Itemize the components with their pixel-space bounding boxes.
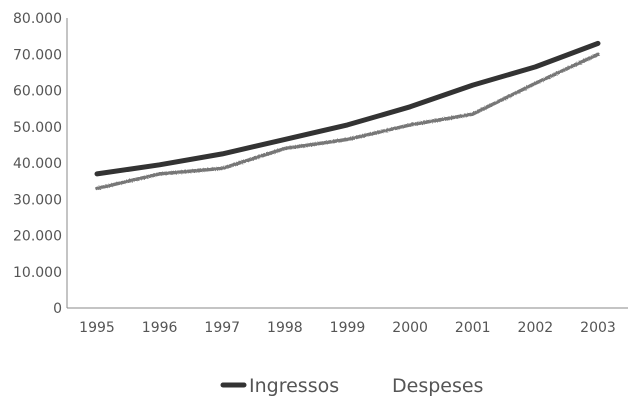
x-tick-label: 1997 (204, 320, 240, 336)
x-tick-label: 2000 (392, 320, 428, 336)
legend: Ingressos Despeses (220, 375, 483, 397)
legend-label-ingressos: Ingressos (249, 375, 339, 397)
y-tick-label: 50.000 (13, 120, 62, 136)
axes: 0 10.000 20.000 30.000 40.000 50.000 60.000 70.… (13, 11, 628, 336)
y-tick-label: 0 (53, 301, 62, 317)
legend-label-despeses: Despeses (392, 375, 483, 397)
y-tick-label: 30.000 (13, 192, 62, 208)
x-tick-label: 2002 (518, 320, 554, 336)
y-tick-label: 80.000 (13, 11, 62, 27)
y-tick-label: 20.000 (13, 229, 62, 245)
y-tick-label: 70.000 (13, 47, 62, 63)
x-tick-label: 1996 (142, 320, 178, 336)
series-line-ingressos (94, 40, 601, 177)
x-tick-label: 1999 (330, 320, 366, 336)
series-layer (94, 40, 601, 191)
x-tick-label: 1998 (267, 320, 303, 336)
x-tick-label: 2001 (455, 320, 491, 336)
x-tick-label: 2003 (580, 320, 616, 336)
x-tick-label: 1995 (79, 320, 115, 336)
y-tick-label: 40.000 (13, 156, 62, 172)
y-tick-label: 10.000 (13, 265, 62, 281)
series-line-despeses (95, 52, 600, 191)
y-tick-label: 60.000 (13, 84, 62, 100)
